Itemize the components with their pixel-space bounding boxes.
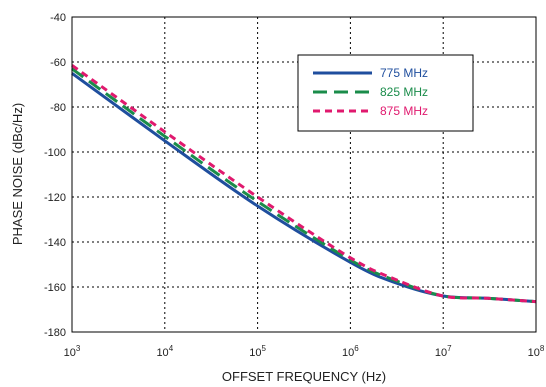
x-tick-label: 105 bbox=[249, 344, 266, 359]
x-tick-base: 10 bbox=[342, 347, 354, 359]
legend-box bbox=[297, 54, 474, 132]
x-tick-base: 10 bbox=[64, 347, 76, 359]
series-lines bbox=[71, 64, 537, 304]
x-axis-ticks: 103 104 105 106 107 108 bbox=[64, 344, 545, 359]
x-tick-base: 10 bbox=[435, 347, 447, 359]
x-tick-exponent: 3 bbox=[76, 344, 81, 353]
plot-frame bbox=[71, 16, 537, 333]
legend-label: 825 MHz bbox=[380, 85, 428, 99]
series-line bbox=[71, 64, 537, 304]
x-tick-base: 10 bbox=[528, 347, 540, 359]
y-tick-label: -140 bbox=[44, 237, 66, 249]
x-tick-label: 103 bbox=[64, 344, 81, 359]
x-axis-label: OFFSET FREQUENCY (Hz) bbox=[222, 369, 386, 384]
x-tick-exponent: 4 bbox=[169, 344, 174, 353]
x-tick-exponent: 7 bbox=[447, 344, 452, 353]
legend-label: 875 MHz bbox=[380, 104, 428, 118]
y-tick-label: -60 bbox=[50, 57, 66, 69]
x-tick-exponent: 8 bbox=[540, 344, 545, 353]
x-tick-label: 104 bbox=[156, 344, 173, 359]
y-tick-label: -120 bbox=[44, 192, 66, 204]
x-tick-exponent: 6 bbox=[354, 344, 359, 353]
legend-label: 775 MHz bbox=[380, 66, 428, 80]
y-tick-label: -180 bbox=[44, 327, 66, 339]
x-tick-label: 106 bbox=[342, 344, 359, 359]
y-tick-label: -80 bbox=[50, 102, 66, 114]
y-tick-label: -160 bbox=[44, 282, 66, 294]
x-tick-base: 10 bbox=[156, 347, 168, 359]
legend: 775 MHz 825 MHz 875 MHz bbox=[297, 54, 474, 132]
y-axis-label: PHASE NOISE (dBc/Hz) bbox=[10, 103, 25, 245]
y-tick-label: -40 bbox=[50, 12, 66, 24]
y-axis-ticks: -40 -60 -80 -100 -120 -140 -160 -180 bbox=[44, 12, 66, 339]
x-tick-exponent: 5 bbox=[261, 344, 266, 353]
x-tick-base: 10 bbox=[249, 347, 261, 359]
y-tick-label: -100 bbox=[44, 147, 66, 159]
x-tick-label: 107 bbox=[435, 344, 452, 359]
x-tick-label: 108 bbox=[528, 344, 545, 359]
